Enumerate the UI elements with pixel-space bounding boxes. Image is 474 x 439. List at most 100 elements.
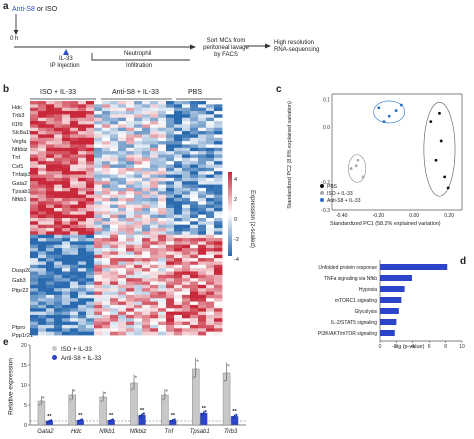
heatmap-cell [102, 261, 111, 266]
heatmap-cell [86, 264, 95, 269]
heatmap-cell [70, 197, 79, 202]
heatmap-cell [190, 311, 199, 316]
heatmap-cell [142, 104, 151, 109]
qpcr-replicate-point [132, 381, 136, 385]
heatmap-cell [62, 281, 71, 286]
heatmap-cell [134, 127, 143, 132]
heatmap-cell [94, 221, 103, 226]
heatmap-cell [182, 311, 191, 316]
heatmap-cell [142, 174, 151, 179]
heatmap-cell [102, 318, 111, 323]
heatmap-cell [134, 154, 143, 159]
heatmap-cell [110, 107, 119, 112]
heatmap-cell [158, 191, 167, 195]
heatmap-cell [134, 224, 143, 229]
heatmap-cell [70, 164, 79, 169]
heatmap-cell [38, 177, 47, 182]
heatmap-cell [30, 241, 39, 246]
heatmap-cell [198, 211, 207, 216]
heatmap-cell [86, 234, 95, 239]
pca-ellipse [348, 154, 367, 183]
heatmap-cell [174, 234, 183, 239]
heatmap-cell [134, 121, 143, 125]
heatmap-cell [70, 228, 79, 232]
heatmap-cell [94, 218, 103, 222]
heatmap-cell [134, 311, 143, 316]
heatmap-cell [94, 127, 103, 132]
heatmap-cell [30, 137, 39, 142]
enrichment-category-label: Hypoxia [359, 287, 377, 293]
heatmap-cell [70, 184, 79, 189]
qpcr-category-label: Tnf [165, 429, 175, 435]
heatmap-cell [206, 184, 215, 189]
heatmap-cell [134, 324, 143, 329]
pca-point [377, 106, 381, 110]
heatmap-cell [198, 151, 207, 155]
heatmap-cell [54, 238, 63, 242]
heatmap-cell [206, 111, 215, 115]
heatmap-cell [54, 131, 63, 135]
heatmap-cell [46, 231, 55, 236]
heatmap-cell [174, 318, 183, 323]
qpcr-legend-item: ISO + IL-33 [52, 346, 101, 355]
heatmap-cell [142, 161, 151, 165]
qpcr-significance: ** [47, 414, 52, 420]
heatmap-cell [94, 151, 103, 155]
heatmap-cell [166, 124, 175, 129]
heatmap-cell [150, 228, 159, 232]
heatmap-cell [86, 177, 95, 182]
heatmap-cell [166, 177, 175, 182]
heatmap-cell [86, 114, 95, 119]
heatmap-cell [70, 147, 79, 152]
heatmap-cell [102, 288, 111, 292]
treatment-text: Anti-S8 or ISO [12, 6, 57, 13]
heatmap-cell [118, 234, 127, 239]
heatmap-cell [142, 301, 151, 306]
heatmap-cell [38, 191, 47, 195]
heatmap-cell [158, 331, 167, 336]
heatmap-cell [174, 154, 183, 159]
enrichment-bar [380, 308, 399, 314]
heatmap-cell [150, 164, 159, 169]
heatmap-cell [86, 224, 95, 229]
heatmap-cell [54, 177, 63, 182]
gene-label: Tpsab1 [12, 189, 31, 196]
heatmap-cell [126, 304, 135, 309]
heatmap-cell [182, 231, 191, 236]
heatmap-cell [150, 324, 159, 329]
heatmap-cell [86, 304, 95, 309]
heatmap-cell [206, 164, 215, 169]
heatmap-cell [150, 308, 159, 312]
heatmap-cell [142, 141, 151, 145]
heatmap-cell [158, 201, 167, 206]
heatmap-cell [46, 311, 55, 316]
heatmap-cell [62, 288, 71, 292]
heatmap-cell [102, 107, 111, 112]
heatmap-cell [174, 131, 183, 135]
heatmap-cell [62, 204, 71, 209]
heatmap-cell [102, 224, 111, 229]
heatmap-cell [94, 191, 103, 195]
heatmap-cell [142, 107, 151, 112]
heatmap-cell [38, 127, 47, 132]
gene-label: Csf1 [12, 163, 24, 170]
pca-xtick: -0.20 [372, 213, 385, 219]
heatmap-cell [182, 234, 191, 239]
heatmap-cell [110, 187, 119, 192]
heatmap-cell [142, 234, 151, 239]
heatmap-cell [78, 197, 87, 202]
heatmap-cell [62, 187, 71, 192]
heatmap-cell [54, 244, 63, 249]
heatmap-cell [126, 164, 135, 169]
heatmap-cell [102, 294, 111, 299]
heatmap-cell [38, 104, 47, 109]
sort-line1: Sort MCs from [206, 38, 246, 44]
heatmap-cell [182, 288, 191, 292]
heatmap-cell [94, 184, 103, 189]
heatmap-cell [78, 121, 87, 125]
heatmap-cell [62, 201, 71, 206]
heatmap-cell [206, 241, 215, 246]
heatmap-cell [126, 328, 135, 333]
heatmap-cell [126, 127, 135, 132]
heatmap-cell [78, 207, 87, 212]
